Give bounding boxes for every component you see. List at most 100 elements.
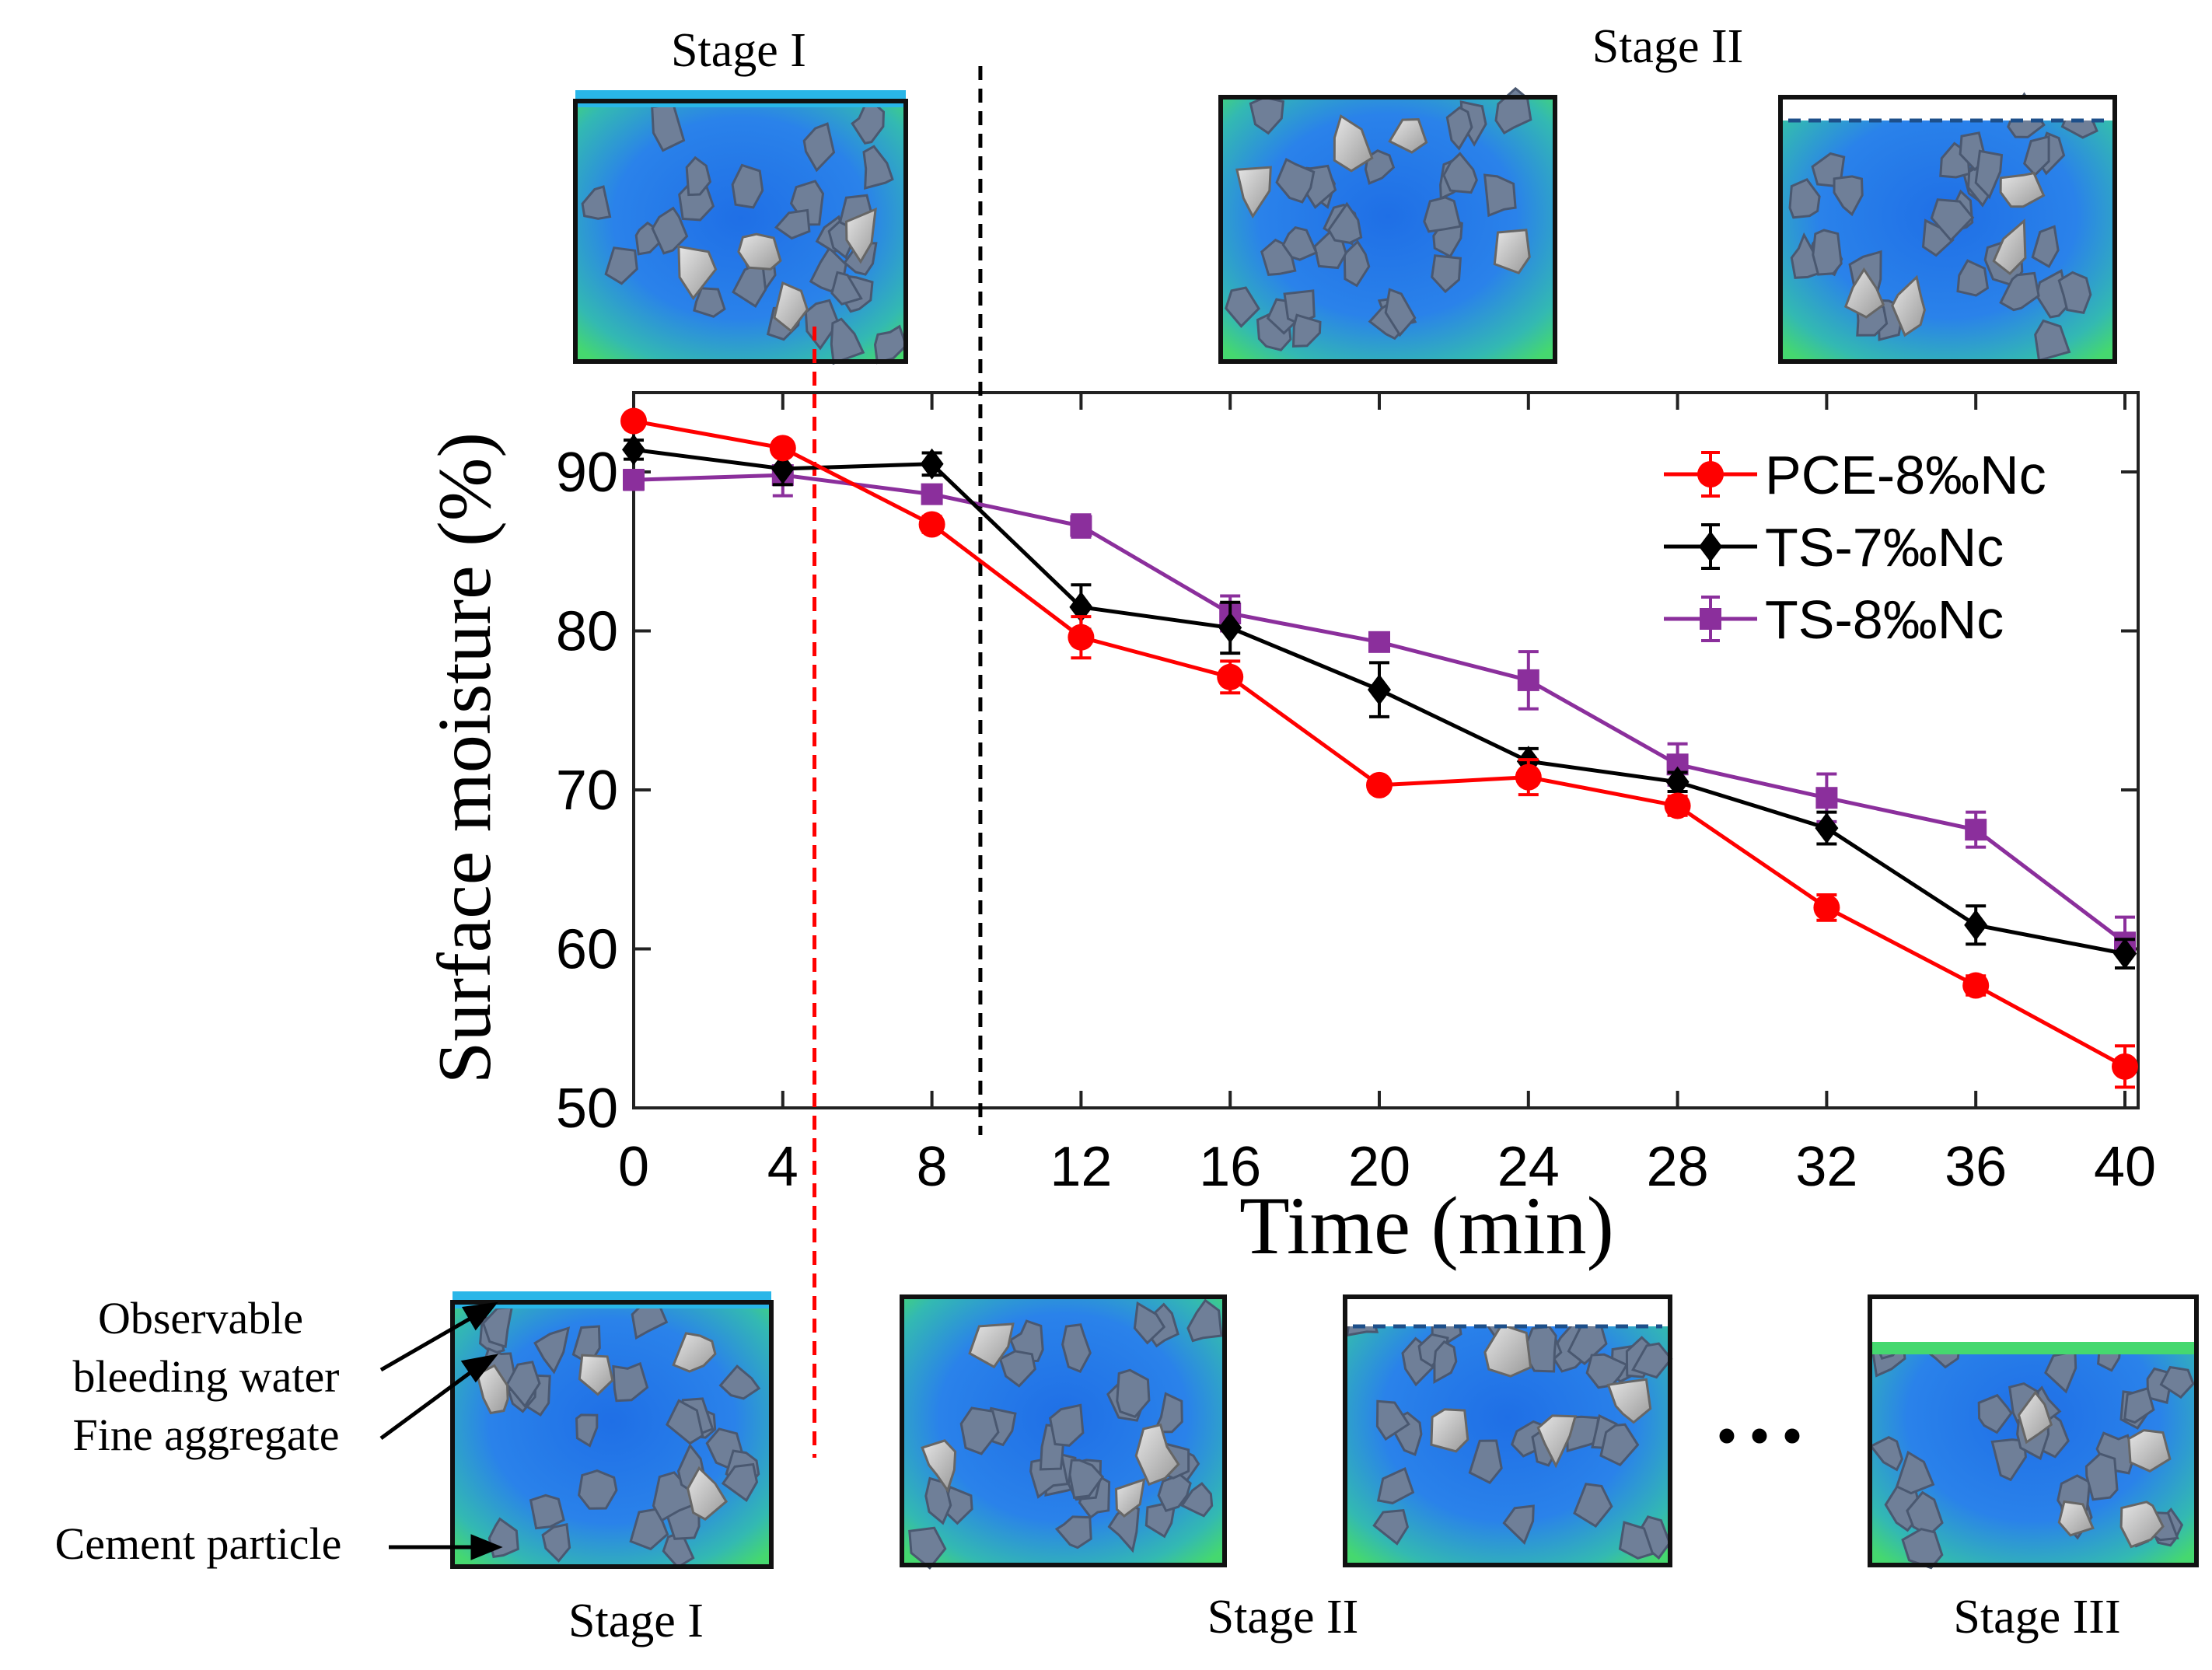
bottom-stage-1-label: Stage I [568,1595,704,1647]
fine-aggregate [1999,171,2046,208]
fine-aggregate [1114,1477,1146,1518]
x-tick-label: 12 [1050,1136,1112,1198]
y-axis-ticks: 50 60 70 80 90 [556,442,2138,1140]
arrow-head [460,1354,499,1383]
schematic-frame [900,1294,1227,1567]
series-0 [620,407,2138,1089]
data-point [1965,819,1987,841]
fine-aggregate [578,1354,614,1396]
cement-particle [1249,96,1285,135]
legend-label: TS-8‰Nc [1765,589,2004,650]
data-point [769,435,796,462]
schematic-frame [450,1300,774,1569]
cement-particle [802,122,836,173]
annotation-fine-aggregate: Fine aggregate [72,1410,339,1460]
schematic-frame [1868,1294,2199,1567]
fine-aggregate [1536,1414,1578,1469]
cement-particle [1291,313,1322,348]
fine-aggregate [2119,1501,2165,1549]
fine-aggregate [476,1364,509,1415]
cement-particle [1812,229,1843,276]
cement-particle [959,1406,1000,1455]
data-point [622,434,645,466]
schematic-frame [1218,95,1557,364]
cement-particle [1376,1466,1415,1504]
data-point [1964,909,1988,941]
fine-aggregate [1388,117,1428,154]
fine-aggregate [2057,1500,2095,1537]
cement-particle [1048,1403,1085,1447]
data-point [1665,766,1690,798]
cement-particle [1384,288,1417,337]
data-point [918,511,945,538]
data-point [1366,771,1393,798]
schematic-box [1778,92,2117,364]
fine-aggregate [1843,267,1885,319]
cement-particle [830,271,863,306]
cement-particle [1901,1528,1944,1570]
data-point [1070,515,1092,537]
cement-particle [1061,1323,1092,1373]
fine-aggregate [921,1439,957,1494]
cement-particle [1895,1450,1935,1495]
data-point [1515,763,1542,791]
chart: 50 60 70 80 90 0 4 8 12 16 20 24 28 32 36 40 Time (min… [423,66,2156,1458]
schematic-frame [1778,95,2117,364]
data-point [620,407,647,435]
cement-particle [873,324,908,365]
y-axis-label: Surface moisture (%) [423,432,507,1084]
fine-aggregate [1430,1408,1469,1453]
data-point [1699,531,1722,562]
data-point [920,448,944,480]
x-tick-label: 40 [2094,1136,2156,1198]
cement-particle [1599,1423,1640,1467]
cement-particle [1225,286,1260,328]
cement-particle [1068,1459,1105,1499]
fine-aggregate [1235,166,1272,219]
data-point [1069,591,1093,623]
cement-particle [1790,232,1825,279]
stage-dividers [812,66,983,1458]
cement-particle [2031,225,2060,268]
cement-particle [830,317,865,365]
schematic-frame [1343,1294,1672,1567]
cement-particle [1956,259,1990,297]
cement-particle [1468,1439,1503,1484]
x-tick-label: 24 [1497,1136,1560,1198]
moist-band [1870,1342,2196,1354]
bottom-stage-2-label: Stage II [1207,1591,1359,1644]
arrow-bleeding-water [379,1312,480,1372]
cement-particle [612,1361,649,1403]
cement-particle [1417,1333,1449,1368]
fine-aggregate [773,281,809,333]
cement-particle [1974,149,2004,200]
annotation-bleeding-water: bleeding water [72,1351,339,1402]
cement-particle [1133,1301,1166,1345]
x-tick-label: 0 [618,1136,649,1198]
cement-particle [2123,1386,2155,1424]
data-point [1815,787,1838,809]
cement-particle [1327,201,1363,244]
cement-particle [1281,226,1318,261]
y-tick-label: 80 [556,601,618,663]
cement-particle [2034,319,2071,362]
data-point [1368,674,1391,706]
fine-aggregate [672,1332,717,1373]
cement-particle [1423,196,1462,233]
data-point [1068,624,1095,651]
fine-aggregate [1992,218,2027,275]
cement-particle [2084,1452,2119,1501]
cement-particle [651,206,689,255]
data-point [1815,812,1839,844]
x-tick-label: 20 [1348,1136,1410,1198]
cement-particle [541,1522,571,1563]
cement-particle [1502,1504,1535,1545]
fine-aggregate [1483,1323,1532,1378]
cement-particle [1107,1503,1140,1553]
schematic-box [900,1294,1227,1570]
schematic-box [450,1291,774,1569]
x-tick-label: 4 [767,1136,798,1198]
cement-particle [1372,1508,1410,1546]
cement-particle [533,1326,571,1375]
cement-particle [1180,1482,1214,1518]
